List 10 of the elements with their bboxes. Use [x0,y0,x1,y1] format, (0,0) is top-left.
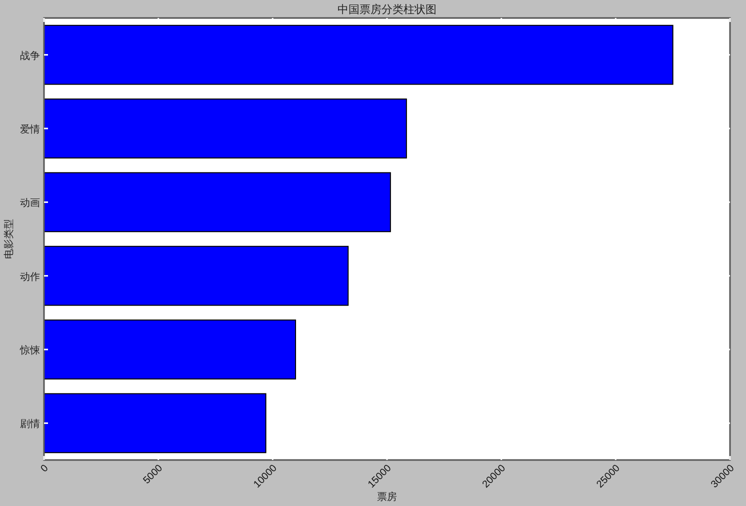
y-tick-label: 惊悚 [19,344,40,356]
y-tick-label: 爱情 [20,124,40,136]
y-tick-label: 动画 [20,198,40,210]
y-axis-title: 电影类型 [3,219,15,259]
y-tick-label: 动作 [20,272,40,283]
x-axis-title: 票房 [377,491,397,503]
chart-title: 中国票房分类柱状图 [338,3,436,16]
y-tick-label: 战争 [20,50,40,62]
y-tick-label: 剧情 [20,418,40,430]
x-tick-label: 0 [38,462,51,475]
